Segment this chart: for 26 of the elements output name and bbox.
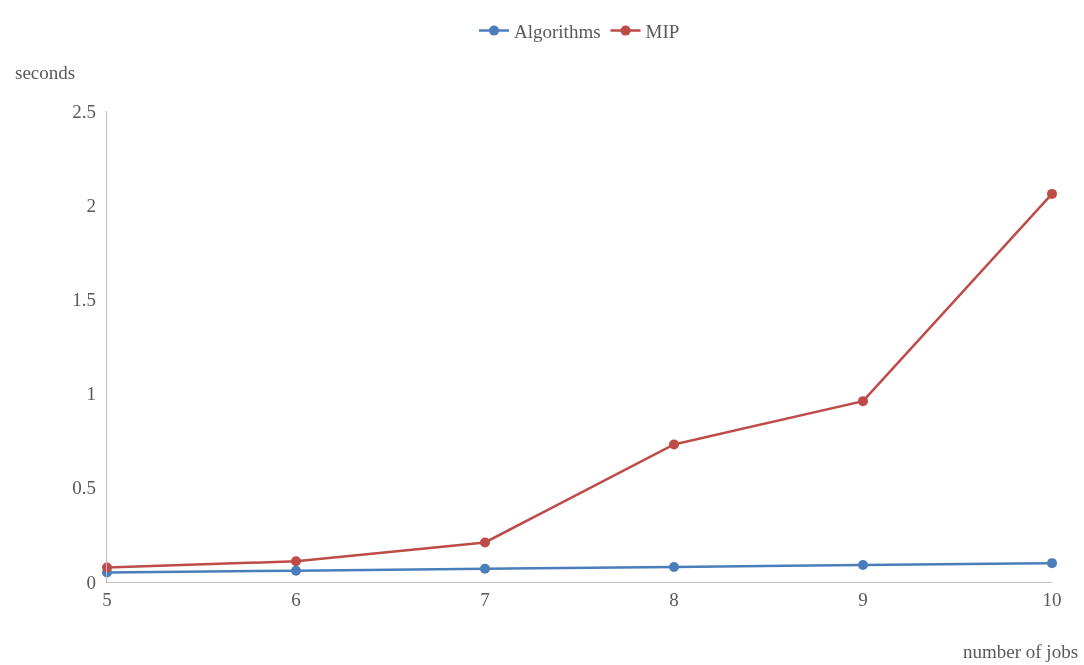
point: [480, 537, 490, 548]
legend-label: Algorithms: [514, 21, 601, 43]
y-tick-label: 2.5: [72, 100, 97, 122]
x-tick-label: 9: [858, 588, 868, 610]
point: [858, 396, 868, 407]
point: [291, 565, 301, 576]
legend-label: MIP: [645, 21, 680, 43]
y-tick-label: 0: [86, 571, 97, 593]
x-tick-label: 5: [102, 588, 112, 610]
x-tick-label: 7: [480, 588, 490, 610]
point: [669, 439, 679, 450]
y-axis-title: seconds: [15, 62, 76, 83]
x-tick-label: 10: [1042, 588, 1062, 610]
point: [858, 560, 868, 571]
x-axis-title: number of jobs: [963, 641, 1079, 662]
point: [669, 561, 679, 572]
x-tick-label: 6: [291, 588, 301, 610]
point: [1047, 558, 1057, 569]
point: [480, 563, 490, 574]
x-tick-label: 8: [669, 588, 679, 610]
y-tick-label: 0.5: [72, 477, 97, 499]
y-tick-label: 1.5: [72, 289, 97, 311]
y-tick-label: 2: [86, 194, 97, 216]
point: [291, 556, 301, 567]
y-tick-label: 1: [86, 383, 97, 405]
point: [1047, 188, 1057, 199]
